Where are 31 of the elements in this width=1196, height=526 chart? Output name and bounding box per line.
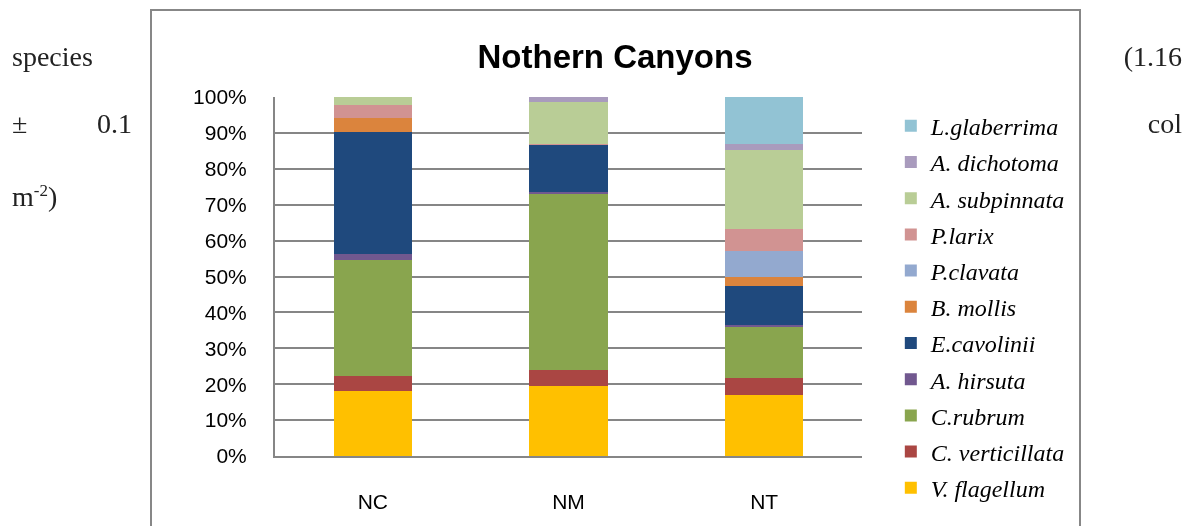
legend-label: A. dichotoma <box>928 150 1059 177</box>
y-tick-label: 30% <box>204 336 247 360</box>
text: ± 0.1 <box>12 107 132 141</box>
x-tick-label: NC <box>357 490 388 514</box>
y-tick-label: 50% <box>204 264 247 288</box>
chart-title: Nothern Canyons <box>477 38 753 76</box>
x-tick-label: NT <box>750 490 779 514</box>
y-tick-label: 100% <box>193 85 247 109</box>
y-tick-label: 90% <box>204 121 247 145</box>
y-tick-label: 40% <box>204 300 247 324</box>
legend-label: C. verticillata <box>930 439 1065 466</box>
legend-label: A. hirsuta <box>928 367 1026 394</box>
y-tick-label: 0% <box>216 444 247 468</box>
y-tick-label: 80% <box>204 157 247 181</box>
y-tick-label: 10% <box>204 408 247 432</box>
legend-label: E.cavolinii <box>929 331 1036 358</box>
legend-label: P.larix <box>929 222 995 249</box>
legend-label: B. mollis <box>930 295 1017 322</box>
y-tick-label: 20% <box>204 372 247 396</box>
y-tick-label: 60% <box>204 228 247 252</box>
y-tick-label: 70% <box>204 193 247 217</box>
legend-label: A. subpinnata <box>928 186 1065 213</box>
legend-label: V. flagellum <box>930 476 1046 503</box>
text: species <box>12 40 94 74</box>
legend-label: L.glaberrima <box>929 114 1059 141</box>
legend-label: P.clavata <box>929 258 1020 285</box>
text: (1.16 <box>1123 40 1182 74</box>
legend-label: C.rubrum <box>930 403 1025 430</box>
x-tick-label: NM <box>552 490 585 514</box>
text: col <box>1147 107 1182 141</box>
text: m$^{-2}$) <box>12 180 59 215</box>
